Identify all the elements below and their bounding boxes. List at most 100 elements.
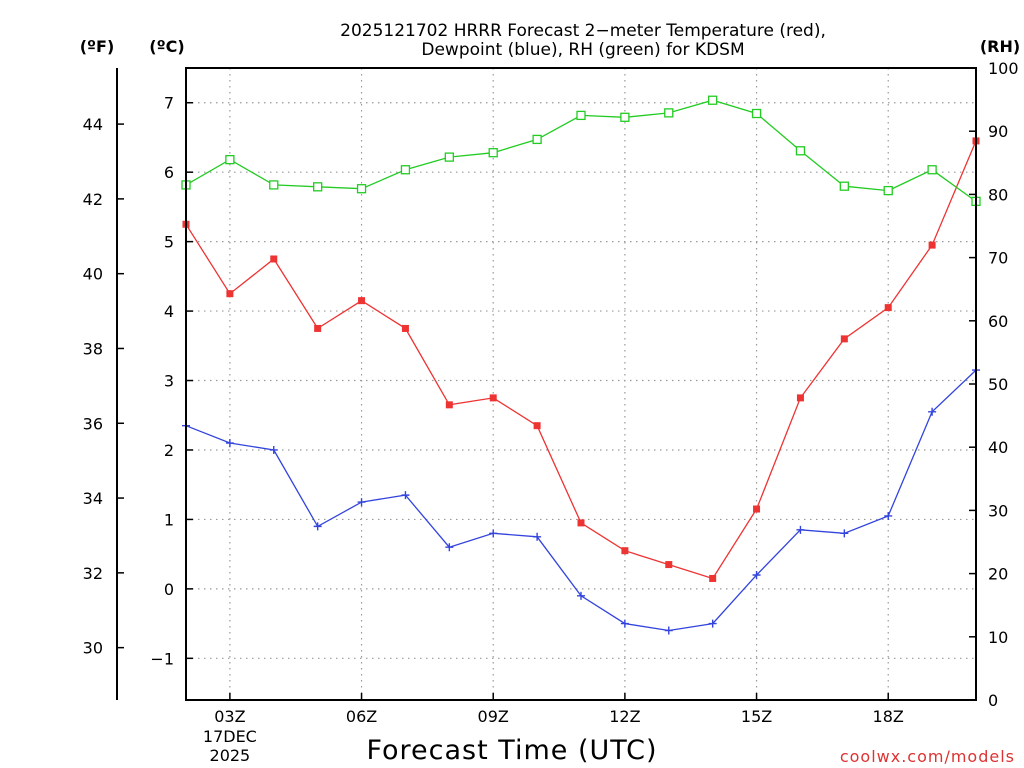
dewpoint-point bbox=[796, 525, 805, 534]
dewpoint-point bbox=[664, 626, 673, 635]
rh-tick-label: 30 bbox=[988, 501, 1008, 520]
rh-point bbox=[225, 154, 235, 165]
fahrenheit-tick-label: 38 bbox=[83, 339, 103, 358]
time-tick-label: 09Z bbox=[478, 707, 509, 726]
celsius-axis-label: (ºC) bbox=[149, 37, 184, 56]
temperature-point bbox=[270, 255, 278, 263]
rh-point bbox=[576, 110, 586, 121]
dewpoint-point bbox=[620, 619, 629, 628]
celsius-tick-label: 6 bbox=[164, 163, 174, 182]
dewpoint-point bbox=[401, 491, 410, 500]
fahrenheit-tick-label: 42 bbox=[83, 190, 103, 209]
temperature-point bbox=[577, 519, 585, 527]
temperature-point bbox=[401, 324, 409, 332]
temperature-point bbox=[753, 505, 761, 513]
time-tick-label: 03Z bbox=[214, 707, 245, 726]
dewpoint-point bbox=[225, 439, 234, 448]
dewpoint-point bbox=[708, 619, 717, 628]
dewpoint-point bbox=[445, 543, 454, 552]
gridlines bbox=[186, 68, 976, 700]
celsius-tick-label: 0 bbox=[164, 580, 174, 599]
rh-point bbox=[708, 95, 718, 105]
rh-tick-label: 60 bbox=[988, 312, 1008, 331]
temperature-point bbox=[928, 241, 936, 249]
dewpoint-point bbox=[577, 591, 585, 600]
temperature-point bbox=[533, 422, 541, 430]
rh-point bbox=[444, 152, 454, 162]
rh-point bbox=[356, 184, 367, 194]
temperature-point bbox=[489, 394, 497, 402]
dewpoint-point bbox=[752, 570, 761, 579]
dewpoint-point bbox=[533, 532, 542, 541]
source-credit: coolwx.com/models bbox=[840, 747, 1015, 766]
rh-point bbox=[269, 180, 279, 190]
celsius-tick-label: 2 bbox=[164, 441, 174, 460]
rh-point bbox=[620, 112, 630, 122]
rh-point bbox=[313, 182, 323, 192]
rh-point bbox=[795, 146, 806, 156]
temperature-point bbox=[621, 547, 629, 555]
time-tick-label: 06Z bbox=[346, 707, 377, 726]
rh-tick-label: 10 bbox=[988, 628, 1008, 647]
dewpoint-point bbox=[884, 511, 893, 520]
rh-point bbox=[751, 108, 762, 119]
dewpoint-line bbox=[185, 369, 977, 632]
temperature-point bbox=[445, 401, 453, 409]
chart-title-line2: Dewpoint (blue), RH (green) for KDSM bbox=[421, 40, 744, 60]
rh-point bbox=[883, 185, 893, 196]
date-label-day: 17DEC bbox=[203, 727, 257, 746]
rh-point bbox=[532, 134, 542, 145]
chart-title-line1: 2025121702 HRRR Forecast 2−meter Tempera… bbox=[340, 21, 826, 41]
dewpoint-point bbox=[489, 529, 498, 538]
fahrenheit-tick-label: 32 bbox=[83, 564, 103, 583]
rh-tick-label: 70 bbox=[988, 249, 1008, 268]
temperature-point bbox=[314, 324, 322, 332]
celsius-tick-label: 7 bbox=[164, 94, 174, 113]
rh-tick-label: 0 bbox=[988, 691, 998, 710]
celsius-tick-label: 1 bbox=[164, 510, 174, 529]
temperature-point bbox=[840, 335, 848, 343]
celsius-axis: −1 0 1 2 3 4 5 6 7 bbox=[150, 94, 193, 668]
rh-tick-label: 100 bbox=[988, 59, 1019, 78]
temperature-point bbox=[884, 304, 892, 312]
dewpoint-point bbox=[313, 522, 322, 531]
rh-tick-label: 90 bbox=[988, 122, 1008, 141]
rh-point bbox=[400, 165, 411, 175]
temperature-point bbox=[358, 297, 366, 305]
celsius-tick-label: −1 bbox=[150, 649, 174, 668]
fahrenheit-tick-label: 40 bbox=[83, 265, 103, 284]
celsius-tick-label: 3 bbox=[164, 372, 174, 391]
temperature-point bbox=[226, 290, 234, 298]
dewpoint-point bbox=[840, 529, 849, 538]
fahrenheit-axis-label: (ºF) bbox=[80, 37, 115, 56]
time-tick-label: 18Z bbox=[873, 707, 904, 726]
rh-tick-label: 50 bbox=[988, 375, 1008, 394]
rh-point bbox=[927, 165, 937, 175]
fahrenheit-tick-label: 44 bbox=[83, 115, 103, 134]
date-label-year: 2025 bbox=[210, 746, 251, 765]
temperature-point bbox=[709, 574, 717, 582]
plot-frame bbox=[185, 67, 977, 701]
rh-point bbox=[488, 148, 498, 158]
rh-tick-label: 20 bbox=[988, 565, 1008, 584]
fahrenheit-tick-label: 30 bbox=[83, 639, 103, 658]
series-group bbox=[181, 95, 981, 635]
fahrenheit-axis: 30 32 34 36 38 40 42 44 bbox=[83, 68, 124, 700]
time-tick-label: 12Z bbox=[609, 707, 640, 726]
dewpoint-point bbox=[357, 498, 366, 507]
temperature-point bbox=[796, 394, 804, 402]
celsius-tick-label: 4 bbox=[164, 302, 174, 321]
rh-tick-label: 80 bbox=[988, 185, 1008, 204]
temperature-line bbox=[185, 140, 977, 580]
rh-tick-label: 40 bbox=[988, 438, 1008, 457]
fahrenheit-tick-label: 34 bbox=[83, 489, 103, 508]
rh-point bbox=[664, 108, 674, 118]
temperature-point bbox=[665, 561, 673, 569]
x-axis-title: Forecast Time (UTC) bbox=[366, 735, 657, 766]
celsius-tick-label: 5 bbox=[164, 233, 174, 252]
dewpoint-point bbox=[269, 445, 278, 454]
rh-axis-label: (RH) bbox=[980, 37, 1020, 56]
fahrenheit-tick-label: 36 bbox=[83, 414, 103, 433]
